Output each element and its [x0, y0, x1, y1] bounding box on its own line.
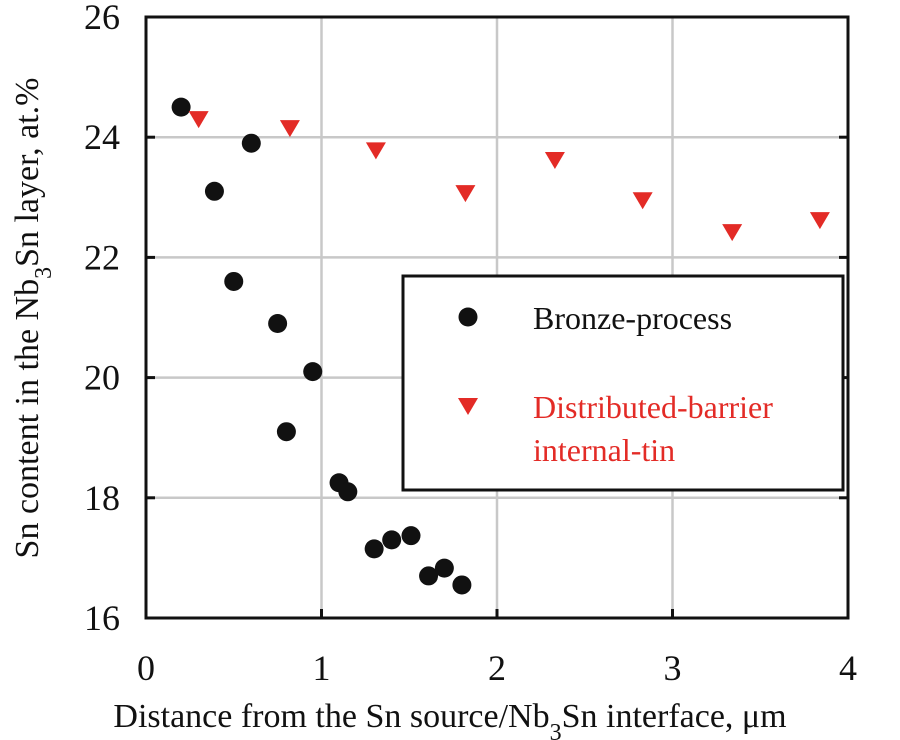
data-point-triangle: [279, 120, 300, 138]
y-tick-label: 24: [84, 117, 120, 157]
data-point-circle: [382, 530, 402, 550]
y-tick-label: 16: [84, 598, 120, 638]
y-tick-label: 20: [84, 358, 120, 398]
data-series: [171, 97, 830, 595]
data-point-triangle: [809, 212, 830, 230]
data-point-circle: [338, 482, 358, 502]
data-point-circle: [241, 133, 261, 153]
data-point-triangle: [632, 192, 653, 210]
legend: Bronze-process Distributed-barrier inter…: [401, 274, 845, 492]
x-tick-label: 1: [313, 648, 331, 688]
data-point-triangle: [365, 142, 386, 160]
data-point-circle: [419, 566, 439, 586]
data-point-circle: [268, 314, 288, 334]
data-point-triangle: [722, 224, 743, 242]
data-point-triangle: [455, 185, 476, 203]
x-axis-title: Distance from the Sn source/Nb3Sn interf…: [113, 698, 786, 740]
x-tick-labels: 0 1 2 3 4: [137, 648, 857, 688]
data-point-circle: [452, 575, 472, 595]
x-tick-label: 3: [664, 648, 682, 688]
series-1: [188, 111, 830, 242]
data-point-circle: [224, 271, 244, 291]
data-point-circle: [364, 539, 384, 559]
y-tick-label: 18: [84, 478, 120, 518]
data-point-circle: [171, 97, 191, 117]
x-tick-label: 2: [488, 648, 506, 688]
legend-box: [401, 274, 845, 492]
y-tick-label: 26: [84, 0, 120, 37]
y-axis-title: Sn content in the Nb3Sn layer, at.%: [9, 78, 57, 559]
y-tick-labels: 16 18 20 22 24 26: [84, 0, 120, 638]
series-0: [171, 97, 472, 595]
legend-label-bronze: Bronze-process: [533, 300, 732, 336]
x-tick-label: 4: [839, 648, 857, 688]
legend-label-dbit-line1: Distributed-barrier: [533, 389, 773, 425]
data-point-triangle: [544, 152, 565, 170]
legend-triangle-marker-icon: [458, 398, 478, 415]
legend-label-dbit-line2: internal-tin: [533, 432, 675, 468]
data-point-circle: [303, 362, 323, 382]
y-tick-label: 22: [84, 237, 120, 277]
data-point-circle: [401, 526, 421, 546]
data-point-circle: [276, 422, 296, 442]
data-point-circle: [434, 558, 454, 578]
x-tick-label: 0: [137, 648, 155, 688]
data-point-triangle: [188, 111, 209, 129]
legend-circle-marker-icon: [458, 307, 478, 327]
tick-marks: [144, 15, 850, 620]
data-point-circle: [204, 181, 224, 201]
